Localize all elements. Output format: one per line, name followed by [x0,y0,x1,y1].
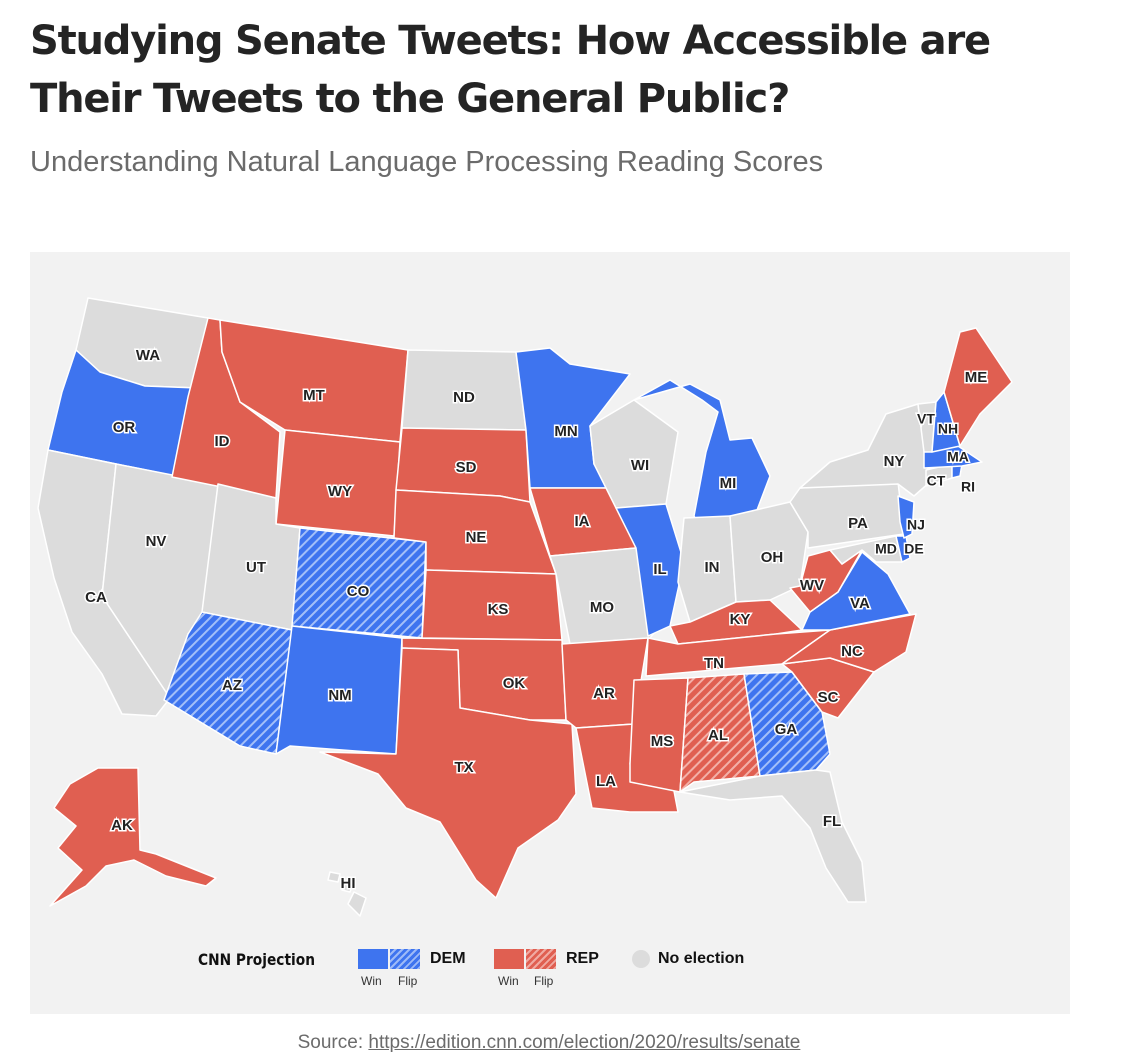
source-prefix: Source: [297,1032,369,1053]
label-MT: MT [303,387,325,404]
legend-swatch-dem-win [358,949,388,969]
label-MS: MS [651,733,674,750]
senate-results-map-figure: WA OR CA NV ID MT WY UT AZ CO NM ND SD N… [30,252,1070,1014]
label-CO: CO [347,583,370,600]
label-AZ: AZ [222,677,242,694]
state-AK [49,767,217,907]
label-NH: NH [938,421,958,437]
label-AK: AK [111,817,133,834]
source-caption: Source: https://edition.cnn.com/election… [0,1032,1098,1054]
label-OH: OH [761,549,784,566]
state-NY [799,403,931,497]
label-PA: PA [848,515,868,532]
label-NC: NC [841,643,863,660]
label-TN: TN [704,655,724,672]
label-SD: SD [456,459,477,476]
label-RI: RI [961,479,975,495]
label-MI: MI [720,475,737,492]
label-MA: MA [947,449,969,465]
state-AL [679,673,761,793]
label-DE: DE [904,541,923,557]
label-ND: ND [453,389,475,406]
state-NM [275,625,403,755]
label-VT: VT [917,411,935,427]
label-TX: TX [454,759,473,776]
label-WV: WV [800,577,824,594]
legend-swatch-rep-win [494,949,524,969]
label-AL: AL [708,727,728,744]
source-link[interactable]: https://edition.cnn.com/election/2020/re… [368,1032,801,1053]
label-WA: WA [136,347,160,364]
state-MS [629,677,689,793]
label-LA: LA [596,773,616,790]
label-MO: MO [590,599,614,616]
us-senate-map: WA OR CA NV ID MT WY UT AZ CO NM ND SD N… [37,297,1013,917]
state-HI [327,871,367,917]
label-WI: WI [631,457,649,474]
label-VA: VA [850,595,870,612]
legend-sub-win-rep: Win [498,974,519,988]
label-KS: KS [488,601,509,618]
label-KY: KY [730,611,751,628]
label-UT: UT [246,559,266,576]
label-MN: MN [554,423,577,440]
label-AR: AR [593,685,615,702]
legend-label-dem: DEM [430,950,466,967]
legend-label-no-election: No election [658,950,745,967]
label-NV: NV [146,533,167,550]
legend-title: CNN Projection [198,950,316,969]
legend-sub-win: Win [361,974,382,988]
label-WY: WY [328,483,352,500]
label-IA: IA [575,513,590,530]
label-SC: SC [818,689,839,706]
label-FL: FL [823,813,841,830]
legend-swatch-dem-flip [390,949,420,969]
label-MD: MD [875,541,897,557]
state-TX [319,647,577,899]
state-ME [943,327,1013,447]
label-ID: ID [215,433,230,450]
state-DE [895,535,911,563]
legend-swatch-no-election [632,950,650,968]
legend-label-rep: REP [566,950,599,967]
label-CA: CA [85,589,107,606]
label-CT: CT [927,473,946,489]
label-GA: GA [775,721,798,738]
map-legend: CNN Projection DEM Win Flip REP Win Flip… [198,946,818,990]
label-HI: HI [341,875,356,892]
label-OK: OK [503,675,526,692]
label-IN: IN [705,559,720,576]
label-ME: ME [965,369,988,386]
label-OR: OR [113,419,136,436]
label-NJ: NJ [907,517,925,533]
legend-swatch-rep-flip [526,949,556,969]
legend-sub-flip: Flip [398,974,418,988]
article-title: Studying Senate Tweets: How Accessible a… [30,18,991,122]
label-NY: NY [884,453,905,470]
legend-sub-flip-rep: Flip [534,974,554,988]
label-NE: NE [466,529,487,546]
label-IL: IL [653,561,666,578]
label-NM: NM [328,687,351,704]
article-subtitle: Understanding Natural Language Processin… [30,146,824,178]
state-FL [679,769,867,903]
state-NJ [897,495,915,539]
